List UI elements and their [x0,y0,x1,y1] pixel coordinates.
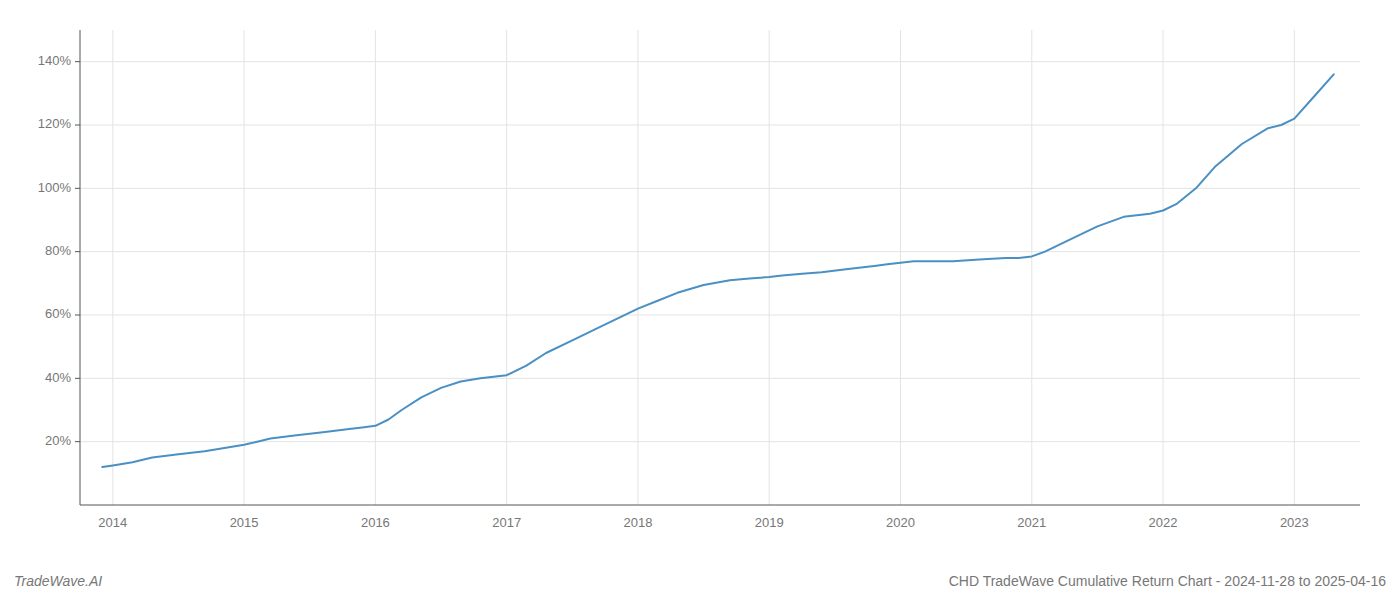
x-tick-label: 2022 [1149,515,1178,530]
x-tick-label: 2023 [1280,515,1309,530]
y-axis-line [80,30,81,505]
watermark: TradeWave.AI [14,573,102,589]
x-tick-label: 2018 [623,515,652,530]
y-tick-label: 140% [38,53,72,68]
x-grid-line [900,30,901,505]
title: CHD TradeWave Cumulative Return Chart - … [949,573,1387,589]
x-tick-label: 2019 [755,515,784,530]
x-grid-line [1163,30,1164,505]
y-tick-label: 80% [45,243,71,258]
y-grid-line [80,251,1360,252]
x-tick-label: 2016 [361,515,390,530]
x-grid-line [1294,30,1295,505]
y-tick [75,315,80,316]
y-grid-line [80,378,1360,379]
y-grid-line [80,125,1360,126]
return-line [102,74,1333,467]
x-tick-label: 2014 [98,515,127,530]
x-tick-label: 2015 [230,515,259,530]
page: {"chart_data": { "type": "line", "title"… [0,0,1400,600]
x-grid-line [769,30,770,505]
x-tick-label: 2020 [886,515,915,530]
y-tick [75,125,80,126]
y-grid-line [80,61,1360,62]
x-grid-line [375,30,376,505]
y-tick-label: 120% [38,116,72,131]
grid [80,30,1360,505]
x-axis-line [80,505,1360,506]
y-tick [75,251,80,252]
y-tick-label: 20% [45,433,71,448]
y-tick [75,61,80,62]
y-tick-label: 60% [45,306,71,321]
y-tick-label: 40% [45,370,71,385]
x-grid-line [1031,30,1032,505]
captions: TradeWave.AI CHD TradeWave Cumulative Ret… [14,573,1386,589]
x-tick-label: 2017 [492,515,521,530]
y-grid-line [80,441,1360,442]
x-grid-line [637,30,638,505]
y-tick [75,188,80,189]
background [0,0,1400,600]
axes: 20% 40% 60% 80% 100% 120% 140% 2014 2015 2016 2017… [38,30,1360,530]
y-tick [75,378,80,379]
y-tick [75,441,80,442]
y-tick-label: 100% [38,180,72,195]
x-grid-line [112,30,113,505]
x-grid-line [506,30,507,505]
y-grid-line [80,188,1360,189]
x-grid-line [244,30,245,505]
chart: 20% 40% 60% 80% 100% 120% 140% 2014 2015 2016 2017… [0,0,1400,600]
x-tick-label: 2021 [1017,515,1046,530]
y-grid-line [80,315,1360,316]
plot-area [102,74,1333,467]
